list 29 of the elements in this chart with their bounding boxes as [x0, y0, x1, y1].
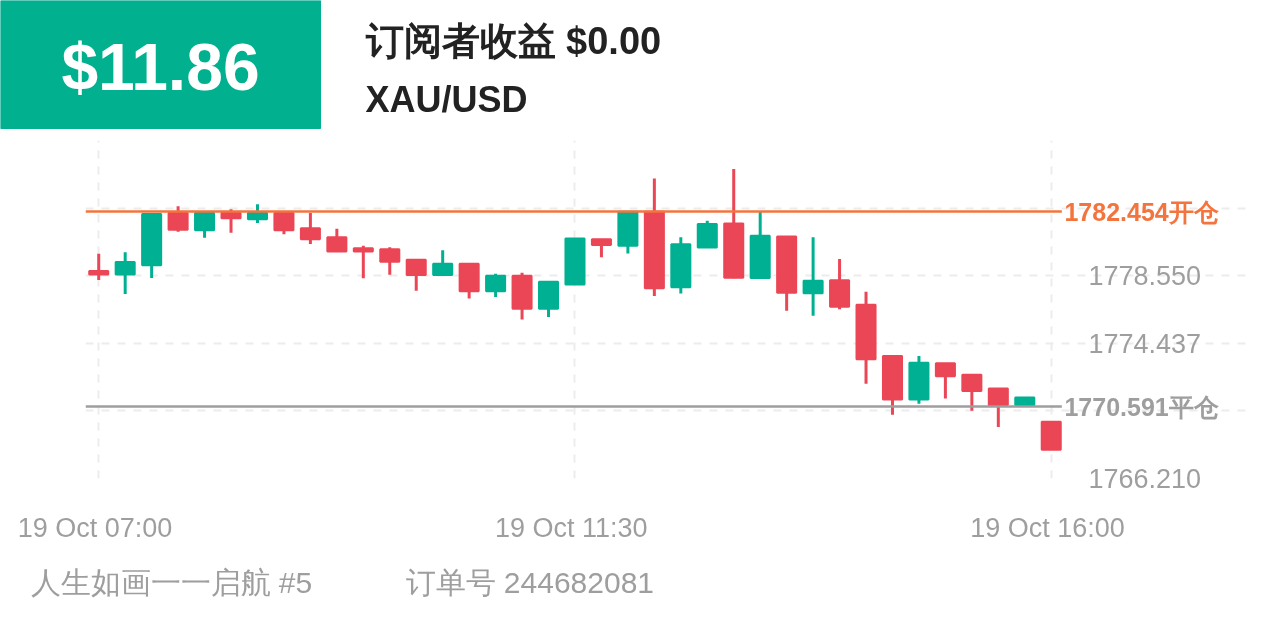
chart-title: 订阅者收益 $0.00 — [364, 19, 662, 62]
y-tick-label: 1774.437 — [1088, 328, 1202, 359]
candlestick — [987, 387, 1009, 427]
x-tick-label: 19 Oct 16:00 — [970, 512, 1125, 543]
ref-line-label: 1770.591平仓 — [1064, 392, 1219, 421]
y-tick-label: 1766.210 — [1088, 464, 1202, 494]
candlestick — [696, 219, 718, 249]
candlestick — [432, 250, 454, 277]
candlestick — [405, 258, 427, 291]
candlestick — [379, 247, 401, 275]
y-tick-label: 1778.550 — [1088, 261, 1202, 292]
candlestick — [88, 252, 110, 280]
candlestick — [326, 228, 348, 253]
candlestick — [194, 211, 216, 238]
candlestick — [934, 362, 956, 399]
text: $11.86 — [61, 29, 260, 104]
text: 人生如画一一启航 #5 — [30, 566, 313, 599]
candlestick — [299, 212, 321, 244]
candlestick — [114, 252, 136, 294]
ref-line-label: 1782.454开仓 — [1064, 197, 1219, 226]
candlestick — [485, 273, 507, 297]
x-tick-label: 19 Oct 07:00 — [17, 512, 173, 543]
candlestick — [961, 373, 983, 411]
x-tick-label: 19 Oct 11:30 — [494, 512, 648, 543]
candlestick — [167, 206, 189, 232]
text: 订单号 244682081 — [405, 566, 654, 599]
chart-subtitle: XAU/USD — [365, 79, 528, 120]
candlestick — [802, 237, 824, 316]
candlestick — [352, 245, 374, 279]
